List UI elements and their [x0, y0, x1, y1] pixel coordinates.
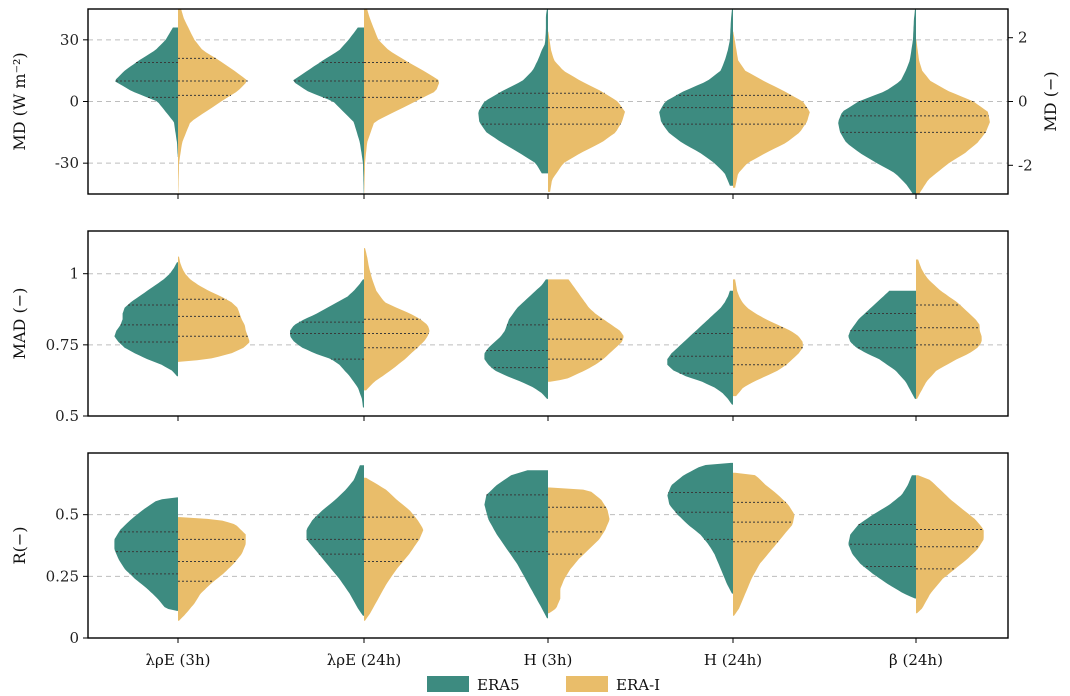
y-tick-label: 30 — [60, 31, 79, 49]
violin-erai-md-2 — [548, 31, 625, 192]
y-axis-label: R(−) — [10, 527, 29, 565]
legend-label: ERA-I — [616, 676, 660, 694]
violin-era5-md-1 — [293, 27, 364, 194]
y-tick-label: 0.5 — [55, 506, 79, 524]
x-category-label: λρE (3h) — [146, 651, 211, 669]
violin-erai-r-4 — [916, 475, 984, 614]
violin-era5-md-4 — [838, 9, 916, 194]
violin-era5-r-4 — [848, 475, 916, 599]
violin-erai-r-2 — [548, 487, 610, 614]
y-tick-label: 0.5 — [55, 407, 79, 425]
violin-era5-md-0 — [115, 27, 178, 157]
panel-r: 0 0.25 0.5 R(−) — [10, 452, 1009, 647]
violin-erai-mad-2 — [548, 279, 624, 382]
panel-md: -30 0 30 MD (W m⁻²) -2 0 2 MD (−) — [10, 8, 1060, 199]
violin-erai-mad-3 — [733, 279, 803, 397]
violins-r — [114, 462, 984, 621]
right-y-tick-label: 2 — [1018, 29, 1028, 47]
y-tick-label: 0 — [69, 93, 79, 111]
violin-era5-mad-4 — [848, 290, 916, 399]
violin-era5-md-3 — [659, 9, 733, 186]
violin-era5-r-0 — [114, 497, 178, 611]
violin-erai-md-0 — [178, 9, 247, 194]
y-axis-label: MD (W m⁻²) — [10, 52, 29, 150]
legend-swatch-1 — [566, 676, 608, 692]
right-y-axis-label: MD (−) — [1041, 71, 1060, 131]
violin-erai-mad-4 — [916, 259, 982, 399]
violins-md — [114, 9, 990, 194]
violin-era5-mad-0 — [114, 262, 178, 377]
y-tick-label: -30 — [55, 154, 79, 172]
x-category-label: H (3h) — [524, 651, 573, 669]
violin-era5-r-1 — [306, 465, 364, 616]
y-axis-label: MAD (−) — [10, 288, 29, 360]
violin-era5-mad-2 — [484, 279, 548, 399]
violin-erai-r-3 — [733, 472, 795, 616]
y-tick-label: 0 — [69, 629, 79, 647]
violin-erai-r-1 — [364, 477, 424, 621]
violin-erai-r-0 — [178, 517, 246, 621]
violin-erai-md-3 — [733, 31, 810, 188]
y-tick-label: 0.25 — [46, 567, 79, 585]
right-y-tick-label: -2 — [1018, 156, 1033, 174]
legend-swatch-0 — [427, 676, 469, 692]
violin-era5-mad-1 — [290, 279, 364, 408]
violins-mad — [114, 248, 982, 408]
violin-erai-md-1 — [364, 9, 440, 194]
y-tick-label: 1 — [69, 265, 79, 283]
violin-era5-r-2 — [484, 470, 548, 619]
legend: ERA5 ERA-I — [427, 676, 660, 694]
violin-erai-md-4 — [916, 39, 990, 194]
violin-era5-mad-3 — [667, 290, 733, 405]
x-category-label: β (24h) — [889, 651, 943, 669]
panel-mad: 0.5 0.75 1 MAD (−) — [10, 230, 1009, 425]
right-y-tick-label: 0 — [1018, 93, 1028, 111]
legend-label: ERA5 — [477, 676, 520, 694]
x-category-label: λρE (24h) — [327, 651, 402, 669]
violin-erai-mad-0 — [178, 256, 250, 362]
violin-era5-md-2 — [478, 9, 548, 174]
x-category-label: H (24h) — [704, 651, 762, 669]
y-tick-label: 0.75 — [46, 336, 79, 354]
violin-era5-r-3 — [667, 462, 733, 594]
